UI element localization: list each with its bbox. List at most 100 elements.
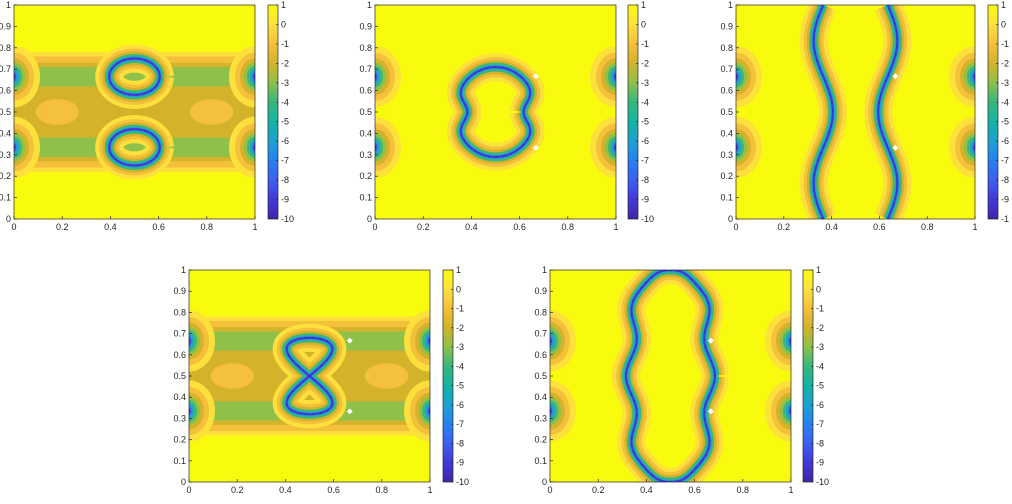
colorbar [628,5,638,219]
colorbar-tick-label: -6 [456,400,464,410]
y-tick-label: 0.2 [534,435,547,445]
y-tick-label: 0.4 [720,128,733,138]
colorbar-tick-label: -6 [641,136,649,146]
colorbar-frame [987,4,999,220]
x-tick-label: 1 [972,222,977,232]
y-tick-label: 0.4 [0,128,11,138]
y-tick-label: 0.6 [0,86,11,96]
y-tick-label: 0.2 [173,435,186,445]
colorbar-tick-label: -4 [281,97,289,107]
x-tick-label: 0.4 [640,485,653,495]
y-tick-label: 0.7 [0,64,11,74]
x-tick-label: 0.2 [56,222,69,232]
colorbar-tick-label: 0 [641,19,646,29]
x-tick-label: 0.2 [231,485,244,495]
data-marker [346,337,353,344]
colorbar-tick-label: -8 [816,438,824,448]
colorbar-frame [267,4,279,220]
colorbar-tick-label: -8 [641,175,649,185]
colorbar-tick-label: -1 [456,304,464,314]
colorbar-tick-label: -7 [816,419,824,429]
y-tick-label: 0 [542,477,547,487]
colorbar-tick-label: 0 [456,284,461,294]
x-tick-label: 0.2 [592,485,605,495]
y-tick-label: 0.8 [534,307,547,317]
y-tick-label: 0.1 [173,456,186,466]
y-tick-label: 0.1 [534,456,547,466]
y-tick-label: 0.2 [359,171,372,181]
colorbar-tick-label: -3 [456,342,464,352]
colorbar-tick-label: -3 [1001,78,1009,88]
y-tick-label: 0.1 [720,193,733,203]
x-tick-label: 0.6 [327,485,340,495]
data-marker [707,408,714,415]
x-tick-label: 0 [186,485,191,495]
y-tick-label: 0.3 [359,150,372,160]
colorbar-tick-label: 1 [456,265,461,275]
colorbar-tick-label: -6 [1001,136,1009,146]
colorbar-tick-label: 0 [281,19,286,29]
y-tick-label: 0.5 [359,107,372,117]
colorbar [443,270,453,482]
y-tick-label: 0.7 [534,329,547,339]
y-tick-label: 0.4 [359,128,372,138]
data-marker [892,144,899,151]
colorbar-tick-label: -2 [281,58,289,68]
y-tick-label: 1 [728,0,733,10]
colorbar-tick-label: 1 [816,265,821,275]
colorbar-tick-label: -4 [456,361,464,371]
plot-background [736,5,975,219]
y-tick-label: 0.1 [0,193,11,203]
contour-band [189,99,234,125]
colorbar-tick-label: -7 [281,156,289,166]
colorbar [988,5,998,219]
x-tick-label: 0.6 [688,485,701,495]
data-marker [346,408,353,415]
chart-panel-4: 0 0.2 0.4 0.6 0.8 1 0 0.1 0.2 0.3 0.4 0.5 0.6 0.7 0.8 0… [173,265,469,495]
colorbar-tick-label: -1 [1001,214,1009,224]
colorbar-tick-label: -9 [281,195,289,205]
contour-band [14,137,255,157]
colorbar-tick-label: -8 [456,438,464,448]
y-tick-label: 0.3 [0,150,11,160]
x-tick-label: 0 [547,485,552,495]
chart-panel-5: 0 0.2 0.4 0.6 0.8 1 0 0.1 0.2 0.3 0.4 0.5 0.6 0.7 0.8 0… [534,265,829,495]
x-tick-label: 1 [613,222,618,232]
y-tick-label: 0 [367,214,372,224]
colorbar-tick-label: 1 [281,0,286,10]
colorbar-tick-label: -2 [456,323,464,333]
colorbar-tick-label: -6 [816,400,824,410]
chart-panel-2: 0 0.2 0.4 0.6 0.8 1 0 0.1 0.2 0.3 0.4 0.5 0.6 0.7 0.8 0… [359,0,654,232]
y-tick-label: 0 [181,477,186,487]
y-tick-label: 0.4 [173,392,186,402]
y-tick-label: 0.8 [173,307,186,317]
x-tick-label: 0.4 [279,485,292,495]
colorbar [268,5,278,219]
colorbar-frame [627,4,639,220]
y-tick-label: 0.7 [720,64,733,74]
colorbar-tick-label: -8 [281,175,289,185]
y-tick-label: 0.5 [0,107,11,117]
y-tick-label: 0.5 [534,371,547,381]
x-tick-label: 0.4 [825,222,838,232]
x-tick-label: 1 [252,222,257,232]
x-tick-label: 0.2 [417,222,430,232]
y-tick-label: 0.6 [359,86,372,96]
x-tick-label: 0.8 [562,222,575,232]
y-tick-label: 0.9 [359,21,372,31]
y-tick-label: 0.6 [173,350,186,360]
x-tick-label: 1 [427,485,432,495]
colorbar-tick-label: 1 [641,0,646,10]
x-tick-label: 0.8 [737,485,750,495]
colorbar-tick-label: -1 [281,39,289,49]
colorbar-tick-label: -2 [641,58,649,68]
data-marker [532,144,539,151]
y-tick-label: 0.9 [173,286,186,296]
y-tick-label: 0.5 [173,371,186,381]
plot-area [736,5,975,219]
x-tick-label: 0.4 [104,222,117,232]
zero-level-curve [625,270,716,482]
y-tick-label: 1 [181,265,186,275]
x-tick-label: 0.8 [376,485,389,495]
